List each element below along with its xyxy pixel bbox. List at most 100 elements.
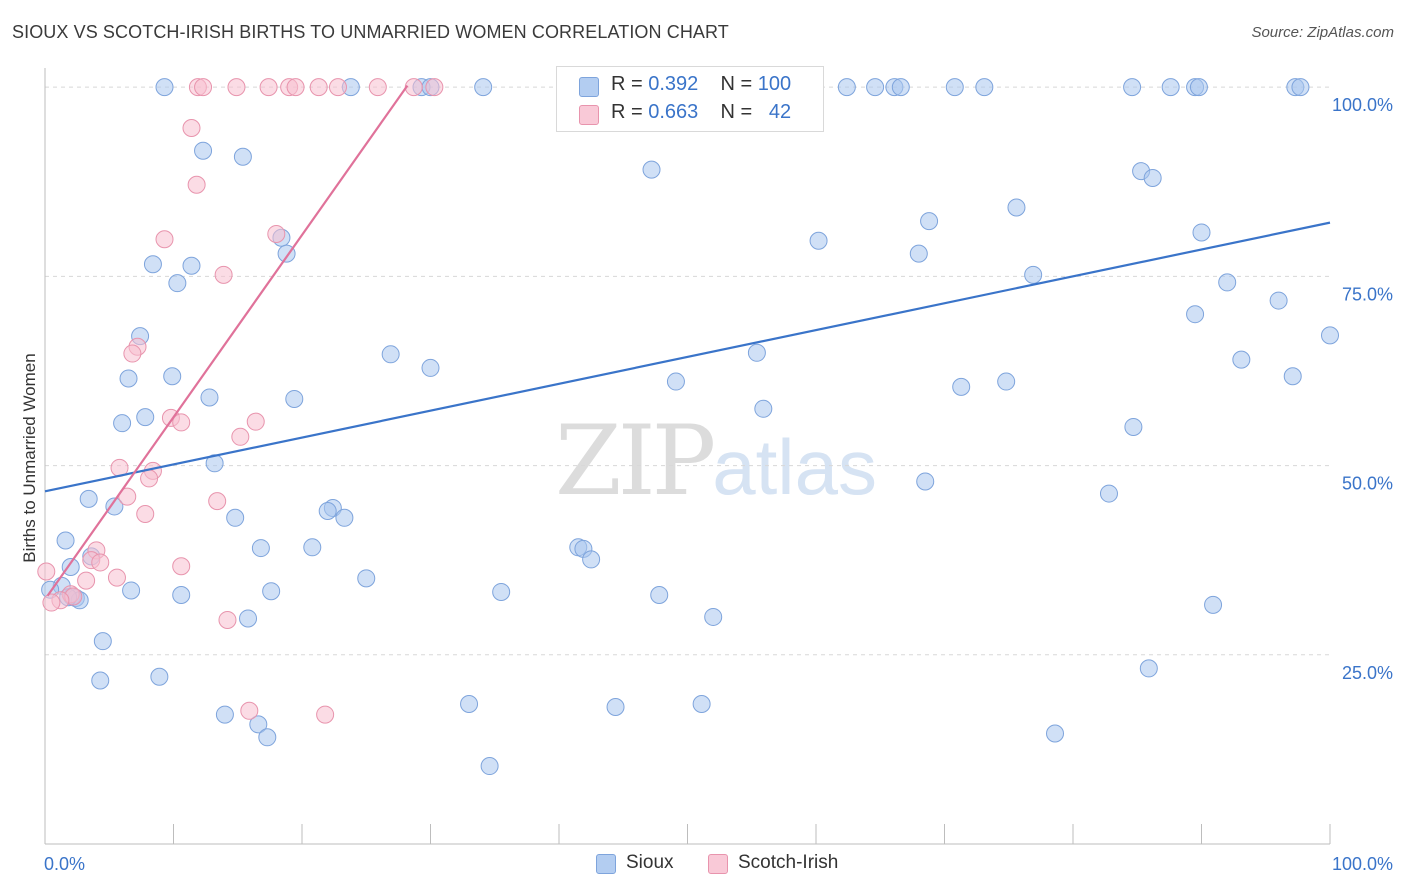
scotch-irish-r-value: 0.663	[648, 101, 699, 123]
scotch-irish-point-9	[404, 78, 423, 97]
sioux-point-52	[754, 399, 773, 418]
sioux-point-78	[172, 585, 191, 604]
scotch-irish-point-12	[187, 175, 206, 194]
scotch-irish-point-21	[231, 427, 250, 446]
sioux-point-47	[666, 372, 685, 391]
sioux-point-45	[119, 369, 138, 388]
sioux-point-14	[1161, 78, 1180, 97]
sioux-point-35	[1218, 273, 1237, 292]
sioux-point-51	[285, 389, 304, 408]
scotch-irish-point-2	[227, 78, 246, 97]
sioux-point-77	[492, 582, 511, 601]
scotch-irish-point-38	[42, 593, 61, 612]
sioux-point-93	[215, 705, 234, 724]
sioux-point-28	[809, 231, 828, 250]
sioux-point-68	[303, 538, 322, 557]
sioux-point-85	[239, 609, 258, 628]
sioux-legend-label: Sioux	[626, 852, 674, 873]
sioux-point-69	[582, 550, 601, 569]
sioux-point-50	[200, 388, 219, 407]
scotch-irish-trend-line	[46, 84, 409, 597]
scotch-irish-point-15	[214, 265, 233, 284]
sioux-point-89	[91, 671, 110, 690]
sioux-point-13	[1123, 78, 1142, 97]
scotch-irish-swatch	[579, 105, 599, 125]
sioux-point-19	[194, 141, 213, 160]
sioux-point-27	[1192, 223, 1211, 242]
scotch-irish-point-1	[194, 78, 213, 97]
sioux-point-23	[1143, 168, 1162, 187]
scotch-irish-point-32	[107, 568, 126, 587]
sioux-point-49	[952, 377, 971, 396]
scotch-irish-point-6	[309, 78, 328, 97]
zipatlas-watermark: ZIPatlas	[555, 405, 877, 517]
sioux-point-91	[692, 694, 711, 713]
scotch-irish-point-11	[182, 119, 201, 138]
scotch-irish-point-30	[91, 553, 110, 572]
sioux-point-10	[891, 78, 910, 97]
sioux-point-84	[704, 607, 723, 626]
sioux-point-63	[335, 508, 354, 527]
sioux-point-25	[920, 212, 939, 231]
scotch-irish-point-13	[155, 230, 174, 249]
scotch-irish-point-41	[316, 705, 335, 724]
sioux-point-16	[1189, 78, 1208, 97]
x-tick-label-0: 0.0%	[44, 854, 85, 874]
scotch-irish-point-31	[172, 557, 191, 576]
sioux-point-40	[381, 345, 400, 364]
sioux-point-44	[1283, 367, 1302, 386]
scotch-irish-point-14	[267, 224, 286, 243]
correlation-legend: R = 0.392 N = 100 R = 0.663 N = 42	[556, 66, 824, 132]
sioux-point-88	[150, 667, 169, 686]
scotch-irish-legend-swatch	[708, 854, 728, 874]
scotch-irish-point-5	[286, 78, 305, 97]
sioux-point-53	[136, 408, 155, 427]
scotch-irish-point-27	[136, 505, 155, 524]
sioux-point-20	[233, 147, 252, 166]
y-tick-label-3: 100.0%	[1332, 95, 1393, 115]
y-tick-label-0: 25.0%	[1342, 663, 1393, 683]
sioux-point-30	[909, 244, 928, 263]
scotch-irish-point-26	[208, 492, 227, 511]
sioux-point-97	[480, 757, 499, 776]
sioux-point-36	[1269, 291, 1288, 310]
sioux-point-66	[251, 539, 270, 558]
sioux-point-48	[997, 372, 1016, 391]
sioux-point-90	[460, 694, 479, 713]
scotch-irish-legend-label: Scotch-Irish	[738, 852, 839, 873]
sioux-point-4	[474, 78, 493, 97]
sioux-point-18	[1291, 78, 1310, 97]
sioux-point-86	[93, 632, 112, 651]
sioux-point-92	[606, 698, 625, 717]
sioux-point-43	[421, 358, 440, 377]
sioux-r-value: 0.392	[648, 73, 699, 95]
sioux-point-32	[182, 256, 201, 275]
sioux-n-value: 100	[757, 73, 792, 95]
sioux-point-33	[1024, 265, 1043, 284]
sioux-point-60	[105, 497, 124, 516]
sioux-point-71	[61, 557, 80, 576]
y-tick-label-1: 50.0%	[1342, 474, 1393, 494]
sioux-trend-line	[44, 221, 1331, 493]
sioux-point-64	[56, 531, 75, 550]
scotch-irish-point-40	[240, 701, 259, 720]
sioux-point-31	[143, 255, 162, 274]
sioux-point-21	[642, 160, 661, 179]
y-tick-label-2: 75.0%	[1342, 284, 1393, 304]
scotch-irish-point-3	[259, 78, 278, 97]
sioux-point-55	[1124, 417, 1143, 436]
scotch-irish-point-33	[37, 562, 56, 581]
scotch-irish-point-34	[77, 571, 96, 590]
sioux-point-39	[1321, 326, 1339, 345]
scotch-irish-n-value: 42	[768, 101, 792, 123]
scotch-irish-point-17	[123, 344, 142, 363]
scotch-irish-point-20	[246, 412, 265, 431]
sioux-point-72	[357, 569, 376, 588]
sioux-swatch	[579, 77, 599, 97]
sioux-legend-swatch	[596, 854, 616, 874]
sioux-point-94	[249, 715, 268, 734]
sioux-point-87	[1139, 659, 1158, 678]
sioux-point-54	[113, 414, 132, 433]
scotch-irish-point-24	[140, 469, 159, 488]
sioux-point-42	[1232, 350, 1251, 369]
